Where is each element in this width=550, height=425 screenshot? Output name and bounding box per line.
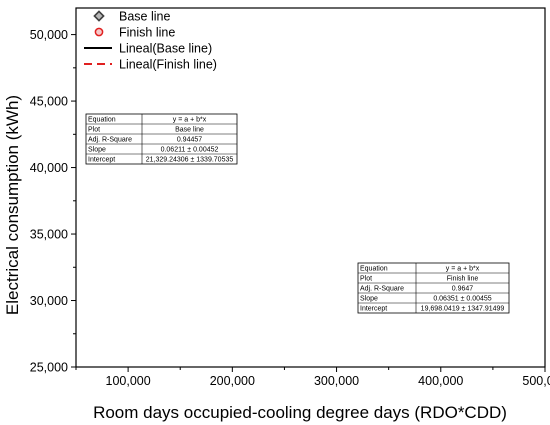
x-axis-title: Room days occupied-cooling degree days (… — [93, 403, 507, 422]
x-tick-label: 200,000 — [210, 374, 255, 388]
stats-row-label: Intercept — [360, 306, 387, 313]
stats-table-1: Equation y = a + b*x Plot Base line Adj. R-S… — [85, 113, 238, 165]
stats-row-value: 19,698.0419 ± 1347.91499 — [421, 306, 505, 313]
y-tick-label: 50,000 — [30, 28, 68, 42]
stats-row-label: Equation — [88, 117, 116, 124]
legend-marker-finish — [94, 27, 104, 37]
legend-label: Base line — [119, 10, 170, 24]
stats-row-value: 0.06351 ± 0.00455 — [433, 296, 491, 303]
stats-table-frame — [357, 262, 510, 314]
legend: Base line Finish line Lineal(Base line) Lin… — [84, 10, 217, 72]
y-axis-title: Electrical consumption (kWh) — [3, 95, 22, 315]
y-tick-label: 35,000 — [30, 228, 68, 242]
y-tick-label: 40,000 — [30, 161, 68, 175]
legend-label: Finish line — [119, 26, 175, 40]
legend-marker-base — [93, 10, 105, 22]
stats-row-label: Adj. R-Square — [360, 286, 404, 293]
stats-row-value: y = a + b*x — [446, 266, 480, 273]
stats-tables: Equation y = a + b*x Plot Base line Adj. R-S… — [85, 113, 510, 314]
x-tick-label: 100,000 — [106, 374, 151, 388]
stats-row-label: Equation — [360, 266, 388, 273]
y-tick-label: 30,000 — [30, 294, 68, 308]
stats-table-2: Equation y = a + b*x Plot Finish line Adj. R… — [357, 262, 510, 314]
stats-row-label: Slope — [88, 147, 106, 154]
stats-row-value: 0.94457 — [177, 137, 202, 144]
x-tick-label: 500,000 — [522, 374, 550, 388]
stats-table-frame — [85, 113, 238, 165]
legend-label: Lineal(Base line) — [119, 42, 212, 56]
stats-row-value: y = a + b*x — [173, 117, 207, 124]
stats-row-label: Adj. R-Square — [88, 137, 132, 144]
legend-label: Lineal(Finish line) — [119, 58, 217, 72]
stats-row-label: Intercept — [88, 157, 115, 164]
stats-row-value: 0.9647 — [452, 286, 474, 293]
stats-row-label: Plot — [88, 127, 100, 134]
x-tick-label: 400,000 — [418, 374, 463, 388]
stats-row-value: Finish line — [447, 276, 479, 283]
stats-row-value: 21,329.24306 ± 1339.70535 — [146, 157, 234, 164]
x-tick-label: 300,000 — [314, 374, 359, 388]
y-tick-label: 25,000 — [30, 361, 68, 375]
stats-row-value: 0.06211 ± 0.00452 — [161, 147, 219, 154]
stats-row-label: Plot — [360, 276, 372, 283]
axes: 100,000 200,000 300,000 400,000 500,000 25,00… — [30, 7, 550, 388]
y-tick-label: 45,000 — [30, 95, 68, 109]
stats-row-value: Base line — [175, 127, 204, 134]
stats-row-label: Slope — [360, 296, 378, 303]
